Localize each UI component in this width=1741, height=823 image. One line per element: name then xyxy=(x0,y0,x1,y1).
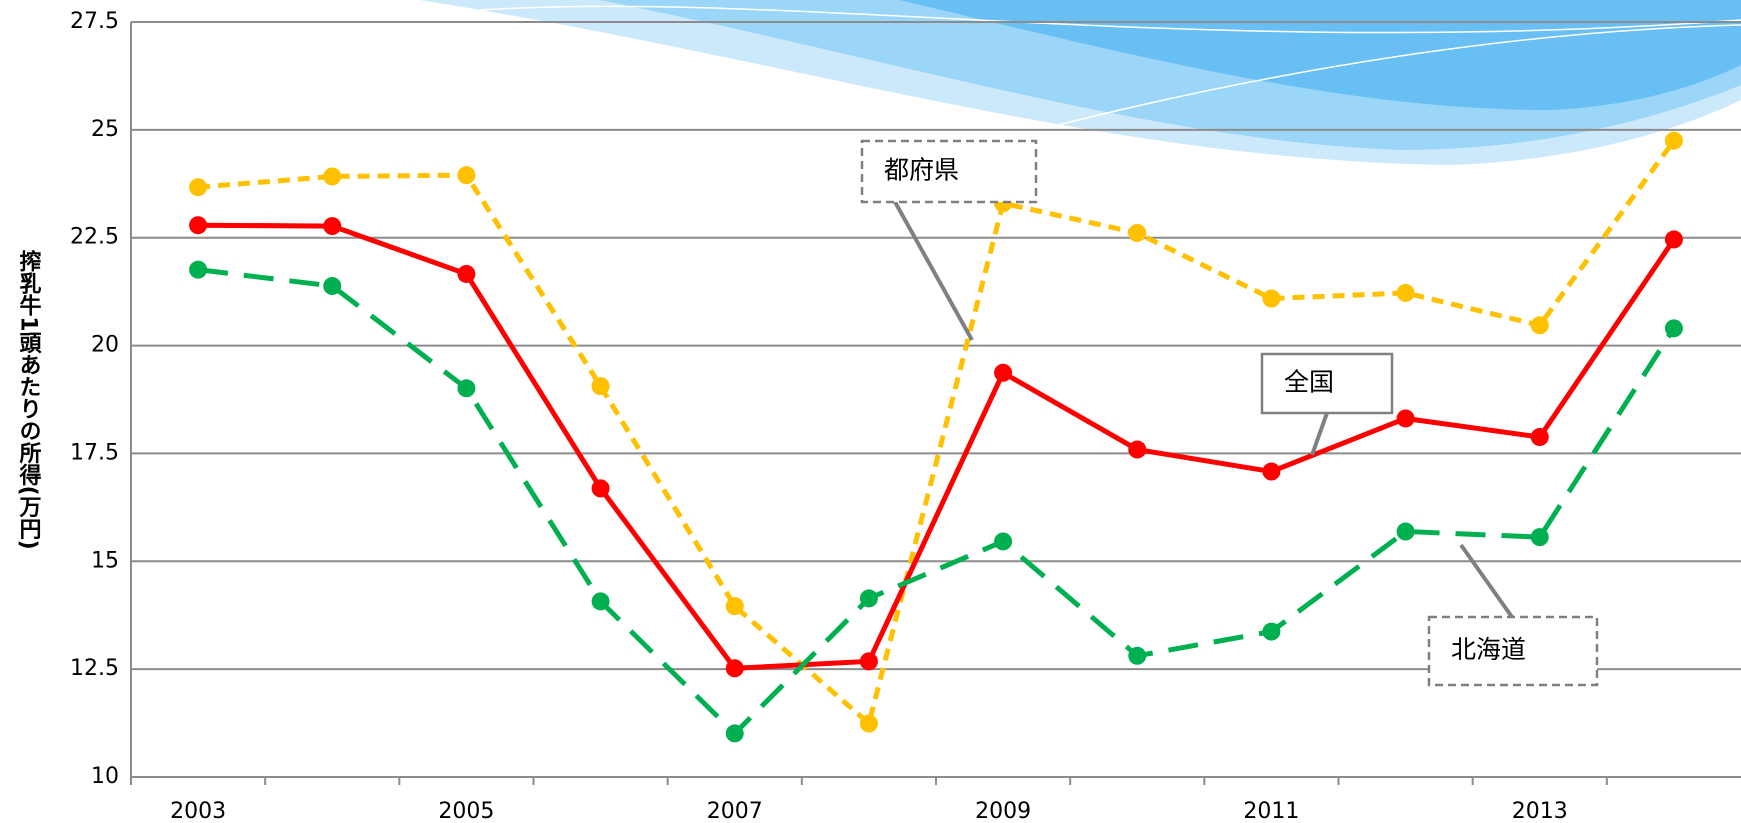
data-point xyxy=(725,597,744,616)
data-point xyxy=(591,592,610,611)
data-point xyxy=(323,277,342,296)
legend-label: 都府県 xyxy=(884,156,959,185)
y-tick-label: 12.5 xyxy=(70,656,119,681)
data-point xyxy=(1530,528,1549,547)
legend-box xyxy=(1260,352,1394,415)
data-point xyxy=(1128,223,1147,242)
y-axis-label: 搾乳牛1頭あたりの所得(万円) xyxy=(16,250,43,550)
legend-box xyxy=(1427,615,1599,687)
data-point xyxy=(1262,462,1281,481)
data-point xyxy=(1262,289,1281,308)
y-tick-label: 22.5 xyxy=(70,225,119,250)
callout-leader xyxy=(893,201,974,341)
data-point xyxy=(1664,131,1683,150)
series xyxy=(189,131,1683,733)
series-line xyxy=(197,139,1676,729)
data-point xyxy=(189,178,208,197)
x-tick-label: 2011 xyxy=(1243,799,1299,823)
data-point xyxy=(1396,283,1415,302)
series xyxy=(189,216,1683,678)
callout-leader xyxy=(1310,412,1329,456)
data-point xyxy=(189,260,208,279)
y-tick-label: 15 xyxy=(91,548,119,573)
data-point xyxy=(859,714,878,733)
data-point xyxy=(994,363,1013,382)
data-point xyxy=(1530,316,1549,335)
data-point xyxy=(591,377,610,396)
data-point xyxy=(1396,522,1415,541)
data-point xyxy=(725,724,744,743)
y-tick-label: 20 xyxy=(91,333,119,358)
data-point xyxy=(1530,428,1549,447)
data-point xyxy=(457,379,476,398)
legend-box xyxy=(860,139,1038,204)
callout-leader xyxy=(1459,543,1514,619)
background-wave xyxy=(420,0,1741,165)
data-point xyxy=(457,166,476,185)
data-point xyxy=(1664,230,1683,249)
legend-label: 全国 xyxy=(1284,368,1334,397)
series xyxy=(189,260,1683,743)
data-point xyxy=(859,589,878,608)
x-tick-label: 2003 xyxy=(170,799,226,823)
data-point xyxy=(323,217,342,236)
x-tick-label: 2009 xyxy=(975,799,1031,823)
data-point xyxy=(1128,440,1147,459)
series-line xyxy=(198,222,1676,671)
data-point xyxy=(1262,622,1281,641)
legend-label: 北海道 xyxy=(1451,635,1526,664)
data-point xyxy=(994,532,1013,551)
y-tick-label: 25 xyxy=(91,117,119,142)
y-tick-label: 27.5 xyxy=(70,9,119,34)
data-point xyxy=(591,479,610,498)
series-line xyxy=(197,267,1677,737)
data-point xyxy=(457,264,476,283)
x-tick-label: 2005 xyxy=(438,799,494,823)
data-point xyxy=(1664,319,1683,338)
y-tick-label: 17.5 xyxy=(70,440,119,465)
data-point xyxy=(725,659,744,678)
data-point xyxy=(1128,646,1147,665)
data-point xyxy=(1396,409,1415,428)
y-tick-label: 10 xyxy=(91,764,119,789)
data-point xyxy=(323,167,342,186)
data-point xyxy=(189,216,208,235)
data-point xyxy=(859,652,878,671)
x-tick-label: 2007 xyxy=(707,799,763,823)
x-tick-label: 2013 xyxy=(1512,799,1568,823)
